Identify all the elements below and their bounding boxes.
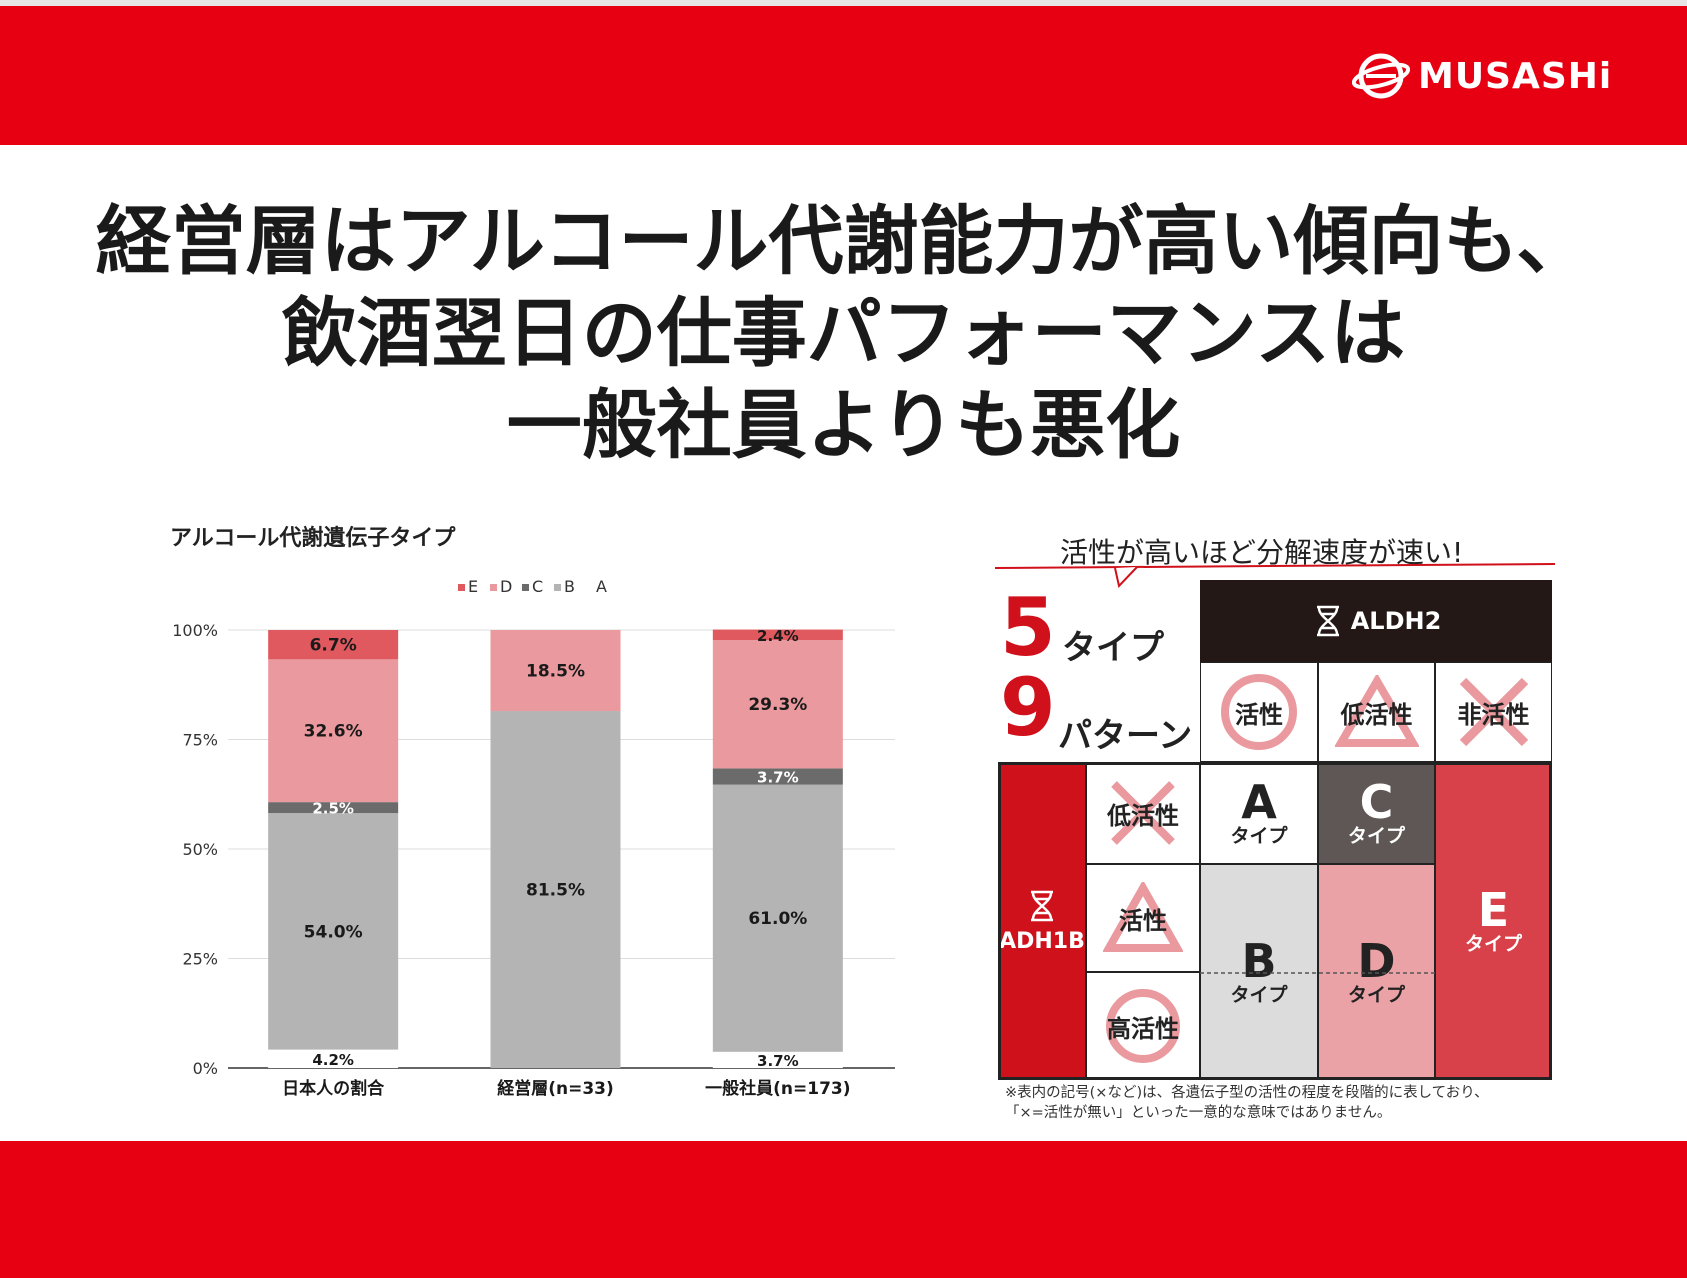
adh1b-header: ADH1B	[998, 762, 1086, 1080]
bar-segment-C	[712, 768, 843, 785]
pattern-count-label: パターン	[1058, 716, 1193, 756]
logo-text: MUSASHi	[1418, 55, 1613, 97]
data-label: 2.5%	[312, 800, 354, 818]
bar-segment-C	[268, 802, 399, 814]
y-tick-label: 100%	[172, 621, 218, 640]
footer-band	[0, 1141, 1687, 1278]
x-tick-label: 経営層(n=33)	[497, 1078, 614, 1099]
aldh2-header: ALDH2	[1200, 580, 1552, 662]
data-label: 3.7%	[757, 1052, 799, 1070]
logo-globe-icon	[1352, 53, 1410, 99]
headline-line-2: 飲酒翌日の仕事パフォーマンスは	[281, 289, 1406, 377]
bar-segment-B	[490, 711, 621, 1068]
footnote-line-2: 「×=活性が無い」といった一意的な意味ではありません。	[1005, 1105, 1392, 1121]
y-tick-label: 50%	[182, 840, 218, 859]
adh-row-high: 高活性	[1086, 972, 1200, 1080]
data-label: 81.5%	[526, 881, 585, 901]
legend-swatch-C	[522, 584, 529, 591]
cross-icon	[1459, 677, 1528, 747]
adh-row-low: 低活性	[1086, 762, 1200, 864]
type-e-cell: E タイプ	[1435, 762, 1552, 1080]
aldh-col-low: 低活性	[1318, 662, 1435, 762]
legend-swatch-E	[458, 584, 465, 591]
aldh2-label: ALDH2	[1350, 607, 1442, 635]
triangle-icon	[1103, 882, 1183, 952]
y-tick-label: 75%	[182, 731, 218, 750]
type-c-cell: C タイプ	[1318, 762, 1435, 864]
bar-segment-E	[712, 629, 843, 641]
headline-line-1: 経営層はアルコール代謝能力が高い傾向も、	[95, 197, 1592, 285]
data-label: 2.4%	[757, 627, 799, 645]
top-border	[0, 0, 1687, 6]
data-label: 29.3%	[748, 695, 807, 715]
data-label: 6.7%	[310, 636, 357, 656]
legend-label-C: C	[532, 577, 543, 596]
y-tick-label: 25%	[182, 950, 218, 969]
legend-label-D: D	[500, 577, 512, 596]
legend-swatch-B	[554, 584, 561, 591]
dna-icon	[1031, 890, 1053, 921]
data-label: 61.0%	[748, 909, 807, 929]
speech-caption: 活性が高いほど分解速度が速い!	[1060, 536, 1464, 569]
data-label: 4.2%	[312, 1051, 354, 1069]
legend-swatch-D	[490, 584, 497, 591]
legend-label-B: B	[564, 577, 575, 596]
aldh-col-inactive: 非活性	[1435, 662, 1552, 762]
type-d-cell: D タイプ	[1318, 864, 1435, 1080]
triangle-icon	[1334, 675, 1419, 747]
x-tick-label: 日本人の割合	[282, 1078, 385, 1099]
headline: 経営層はアルコール代謝能力が高い傾向も、 飲酒翌日の仕事パフォーマンスは 一般社…	[60, 195, 1627, 471]
bar-segment-D	[712, 640, 843, 769]
circle-icon	[1221, 674, 1297, 750]
data-label: 54.0%	[304, 922, 363, 942]
stacked-bar-chart: E D C B A 0% 25% 50% 75% 100% 4.2% 54.0% 2.5% 32.6% 6.…	[172, 577, 895, 1099]
data-label: 32.6%	[304, 722, 363, 742]
footnote-line-1: ※表内の記号(×など)は、各遺伝子型の活性の程度を段階的に表しており、	[1005, 1085, 1489, 1101]
footnote: ※表内の記号(×など)は、各遺伝子型の活性の程度を段階的に表しており、 「×=活…	[1005, 1083, 1489, 1123]
circle-icon	[1106, 989, 1180, 1063]
data-label: 18.5%	[526, 662, 585, 682]
legend-swatch-A	[586, 584, 593, 591]
type-b-cell: B タイプ	[1200, 864, 1318, 1080]
pattern-count-number: 9	[1000, 661, 1056, 754]
bar-segment-B	[712, 784, 843, 1052]
adh1b-label: ADH1B	[999, 928, 1085, 954]
legend-label-E: E	[468, 577, 478, 596]
chart-title: アルコール代謝遺伝子タイプ	[170, 526, 456, 551]
bar-segment-B	[268, 813, 399, 1050]
grid-outer-border	[998, 762, 1552, 1080]
headline-line-3: 一般社員よりも悪化	[506, 381, 1181, 469]
speech-underline	[995, 563, 1555, 589]
aldh-col-active: 活性	[1200, 662, 1318, 762]
dna-icon	[1316, 605, 1339, 637]
bar-segment-D	[490, 630, 621, 712]
cross-icon	[1111, 781, 1175, 845]
musashi-logo: MUSASHi	[1352, 48, 1612, 104]
bar-segment-A	[268, 1049, 399, 1068]
y-tick-label: 0%	[193, 1059, 218, 1078]
type-count-number: 5	[1000, 581, 1056, 674]
legend-label-A: A	[596, 577, 607, 596]
bar-segment-E	[268, 630, 399, 660]
adh-row-active: 活性	[1086, 864, 1200, 972]
type-count-label: タイプ	[1062, 628, 1164, 668]
bar-segment-A	[712, 1051, 843, 1068]
data-label: 3.7%	[757, 769, 799, 787]
x-tick-label: 一般社員(n=173)	[705, 1078, 850, 1099]
type-a-cell: A タイプ	[1200, 762, 1318, 864]
bar-segment-D	[268, 659, 399, 803]
